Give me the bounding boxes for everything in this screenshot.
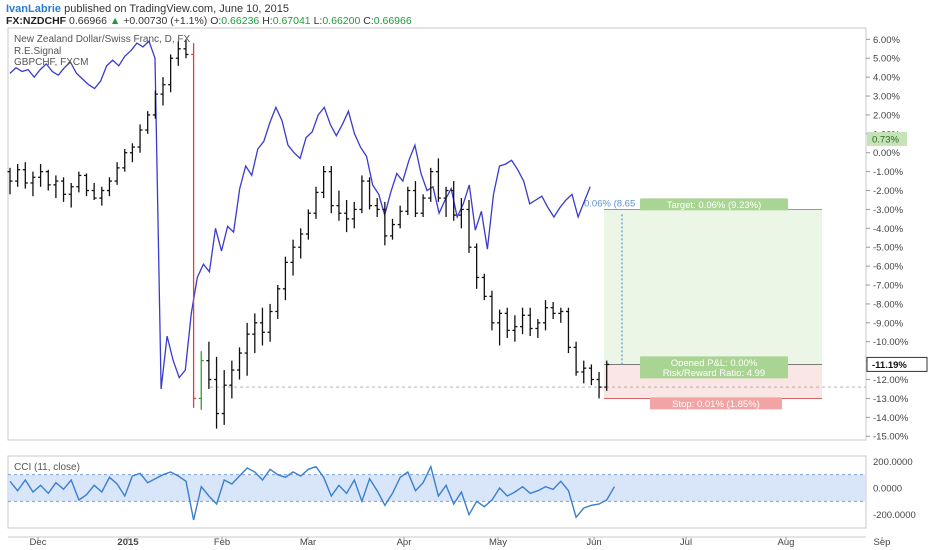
compare-line: [9, 40, 591, 390]
low-value: 0.66200: [322, 15, 361, 27]
y-tick-label: 5.00%: [873, 54, 900, 65]
pnl-label-bg: [640, 356, 788, 369]
x-tick-label: Feb: [214, 537, 230, 548]
y-tick-label: -7.00%: [873, 281, 904, 292]
cci-tick-label: 200.0000: [873, 457, 913, 468]
y-tick-label: -2.00%: [873, 186, 904, 197]
indicator-label: R.E.Signal: [14, 46, 62, 57]
x-tick-label: Jul: [680, 537, 692, 548]
cci-label: CCI (11, close): [14, 462, 80, 473]
x-tick-label: Apr: [397, 537, 412, 548]
stop-label-bg: [650, 397, 782, 410]
y-tick-label: 2.00%: [873, 110, 900, 121]
open-label: O:: [210, 15, 222, 27]
symbol-line: FX:NZDCHF 0.66966 ▲ +0.00730 (+1.1%) O:0…: [6, 14, 412, 28]
close-value: 0.66966: [373, 15, 412, 27]
entry-readout: 0.06% (8.65: [584, 198, 635, 209]
price-change: +0.00730 (+1.1%): [123, 15, 208, 27]
y-tick-label: -3.00%: [873, 205, 904, 216]
y-tick-label: 3.00%: [873, 92, 900, 103]
x-tick-label: 2015: [117, 537, 139, 548]
stop-label: Stop: 0.01% (1.85%): [672, 399, 760, 410]
publish-info: published on TradingView.com, June 10, 2…: [64, 3, 289, 15]
main-pane-frame: [7, 27, 867, 441]
y-tick-label: -4.00%: [873, 224, 904, 235]
x-tick-label: Sep: [874, 537, 891, 548]
y-tick-label: -6.00%: [873, 262, 904, 273]
y-tick-label: -15.00%: [873, 432, 909, 443]
y-tick-label: -13.00%: [873, 394, 909, 405]
target-zone: [604, 209, 822, 365]
low-label: L:: [313, 15, 323, 27]
target-label-bg: [640, 198, 788, 211]
y-tick-label: -10.00%: [873, 337, 909, 348]
up-triangle-icon: ▲: [109, 15, 121, 27]
compare-symbol-label[interactable]: GBPCHF, FXCM: [14, 57, 89, 68]
author-link[interactable]: IvanLabrie: [6, 3, 62, 15]
y-tick-label: 6.00%: [873, 35, 900, 46]
pnl-label: Opened P&L: 0.00%: [671, 358, 758, 369]
cci-line: [9, 464, 616, 521]
y-tick-label: -12.00%: [873, 375, 909, 386]
risk-reward-label-bg: [640, 366, 788, 379]
target-label: Target: 0.06% (9.23%): [667, 200, 762, 211]
symbol-name: FX:NZDCHF: [6, 15, 67, 27]
x-tick-label: May: [489, 537, 507, 548]
cci-tick-label: -200.0000: [873, 510, 916, 521]
x-tick-label: Mar: [300, 537, 316, 548]
y-tick-label: -14.00%: [873, 413, 909, 424]
high-label: H:: [262, 15, 273, 27]
high-value: 0.67041: [272, 15, 311, 27]
x-tick-label: Dec: [30, 537, 47, 548]
close-label: C:: [363, 15, 374, 27]
compare-tag-box: [867, 131, 907, 146]
publish-header: IvanLabrie published on TradingView.com,…: [6, 2, 289, 16]
open-value: 0.66236: [221, 15, 260, 27]
price-tag-box: [866, 356, 928, 372]
y-tick-label: 4.00%: [873, 73, 900, 84]
y-tick-label: 0.00%: [873, 148, 900, 159]
y-tick-label: -5.00%: [873, 243, 904, 254]
x-tick-label: Aug: [778, 537, 795, 548]
y-tick-label: -9.00%: [873, 318, 904, 329]
compare-tag: 0.73%: [872, 134, 899, 145]
x-tick-label: Jun: [586, 537, 601, 548]
y-tick-label: -8.00%: [873, 299, 904, 310]
chart-title: New Zealand Dollar/Swiss Franc, D, FX: [14, 34, 191, 45]
y-tick-label: -1.00%: [873, 167, 904, 178]
price-tag: -11.19%: [872, 360, 907, 371]
last-price: 0.66966: [69, 15, 107, 27]
risk-reward-label: Risk/Reward Ratio: 4.99: [663, 368, 765, 379]
cci-tick-label: 0.0000: [873, 484, 902, 495]
